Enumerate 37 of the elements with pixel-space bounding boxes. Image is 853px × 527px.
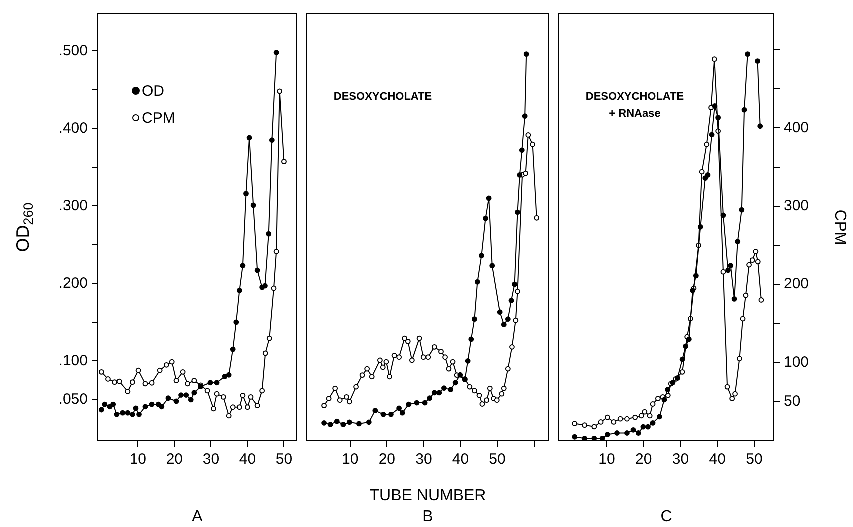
x-tick-label: 30 — [672, 451, 690, 468]
y-tick-label: .050 — [58, 391, 88, 408]
x-tick-label: 40 — [452, 451, 470, 468]
legend-label: OD — [142, 83, 165, 100]
annotation: DESOXYCHOLATE — [334, 91, 432, 104]
y2-tick-label: 50 — [784, 393, 801, 410]
x-tick-label: 10 — [130, 451, 147, 468]
annotation: + RNAase — [609, 108, 661, 120]
y2-tick-label: 300 — [784, 198, 810, 215]
x-tick-label: 50 — [276, 451, 293, 468]
x-tick-label: 20 — [378, 451, 396, 468]
x-tick-label: 50 — [489, 451, 506, 468]
text: A — [192, 508, 204, 526]
y-tick-label: .500 — [58, 42, 88, 60]
text: C — [660, 508, 672, 526]
x-tick-label: 30 — [202, 451, 220, 468]
y-tick-label: .100 — [58, 352, 88, 370]
x-axis-title: TUBE NUMBER — [370, 487, 486, 504]
text: B — [422, 508, 434, 526]
x-tick-label: 20 — [166, 451, 184, 468]
y-tick-label: .200 — [58, 274, 88, 292]
y-tick-label: .300 — [58, 197, 88, 214]
y2-tick-label: 400 — [784, 119, 810, 136]
x-tick-label: 50 — [746, 451, 763, 468]
x-tick-label: 10 — [342, 451, 359, 468]
annotation: DESOXYCHOLATE — [586, 91, 684, 104]
x-tick-label: 40 — [709, 451, 726, 468]
legend-label: CPM — [142, 110, 176, 128]
y-tick-label: .400 — [58, 120, 88, 137]
x-tick-label: 30 — [416, 451, 432, 468]
y-axis-title: OD260 — [12, 202, 36, 252]
x-tick-label: 10 — [598, 451, 616, 468]
y2-axis-title: CPM — [832, 210, 849, 246]
y2-tick-label: 200 — [784, 276, 810, 293]
x-tick-label: 20 — [635, 451, 652, 468]
y2-tick-label: 100 — [784, 354, 810, 371]
x-tick-label: 40 — [239, 451, 256, 468]
